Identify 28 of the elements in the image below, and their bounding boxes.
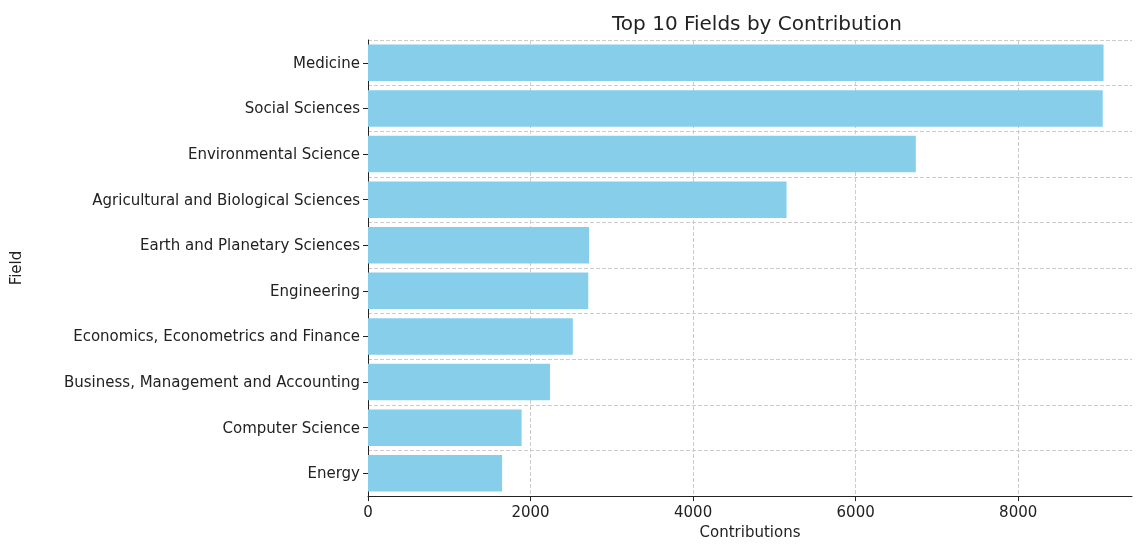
y-tick-label: Medicine bbox=[292, 53, 360, 72]
bar bbox=[368, 409, 522, 446]
y-tick-label: Engineering bbox=[270, 281, 360, 300]
bar bbox=[368, 44, 1104, 82]
x-axis-title: Contributions bbox=[699, 522, 801, 541]
chart-title: Top 10 Fields by Contribution bbox=[611, 11, 902, 35]
y-tick-label: Business, Management and Accounting bbox=[63, 373, 360, 392]
y-tick-label: Economics, Econometrics and Finance bbox=[73, 327, 360, 346]
y-tick-label: Social Sciences bbox=[244, 99, 361, 118]
bar bbox=[368, 272, 589, 310]
x-tick-label: 0 bbox=[363, 502, 373, 521]
bar bbox=[368, 455, 503, 492]
y-axis-title: Field bbox=[6, 250, 25, 286]
bar bbox=[368, 135, 916, 173]
bar bbox=[368, 363, 551, 401]
y-tick-label: Environmental Science bbox=[187, 145, 360, 164]
bar bbox=[368, 181, 787, 218]
x-tick-label: 6000 bbox=[836, 502, 875, 521]
y-tick-label: Computer Science bbox=[222, 418, 360, 437]
bar bbox=[368, 90, 1103, 127]
x-tick-label: 8000 bbox=[999, 502, 1038, 521]
bar bbox=[368, 227, 590, 264]
bar bbox=[368, 318, 573, 355]
y-tick-label: Energy bbox=[307, 464, 361, 483]
y-tick-label: Agricultural and Biological Sciences bbox=[92, 190, 361, 209]
x-tick-label: 4000 bbox=[674, 502, 713, 521]
y-tick-label: Earth and Planetary Sciences bbox=[140, 236, 361, 255]
x-tick-label: 2000 bbox=[511, 502, 550, 521]
